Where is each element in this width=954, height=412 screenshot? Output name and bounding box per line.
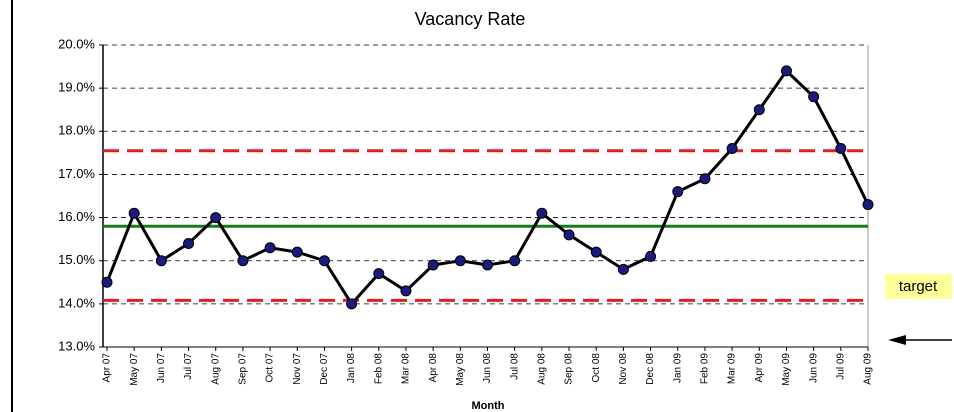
arrow-head — [888, 335, 906, 345]
x-tick-label: Mar 08 — [401, 353, 412, 385]
y-tick-label: 18.0% — [58, 123, 95, 138]
x-tick-label: Oct 07 — [265, 353, 276, 383]
x-tick-label: Feb 08 — [373, 353, 384, 385]
x-tick-label: Dec 07 — [319, 353, 330, 385]
x-tick-label: Apr 08 — [428, 353, 439, 383]
x-tick-label: Sep 07 — [238, 353, 249, 385]
x-tick-label: Sep 08 — [564, 353, 575, 385]
point — [101, 276, 113, 288]
x-tick-label: May 09 — [781, 353, 792, 386]
point — [726, 143, 738, 155]
point — [509, 255, 521, 267]
y-tick-label: 14.0% — [58, 295, 95, 310]
y-tick-label: 16.0% — [58, 209, 95, 224]
x-tick-label: Aug 09 — [863, 353, 874, 385]
x-tick-label: Jan 09 — [672, 353, 683, 383]
point — [563, 229, 575, 241]
point — [155, 255, 167, 267]
point — [617, 263, 629, 275]
x-tick-label: Aug 07 — [210, 353, 221, 385]
point — [400, 285, 412, 297]
annotation: target — [899, 278, 938, 295]
point — [237, 255, 249, 267]
x-tick-label: Nov 08 — [618, 353, 629, 385]
y-tick-label: 13.0% — [58, 338, 95, 353]
x-tick-label: May 07 — [129, 353, 140, 386]
point — [590, 246, 602, 258]
x-tick-label: Jun 08 — [482, 353, 493, 383]
point — [862, 199, 874, 211]
x-tick-label: Jul 09 — [835, 353, 846, 380]
point — [672, 186, 684, 198]
point — [346, 298, 358, 310]
y-tick-label: 20.0% — [58, 36, 95, 51]
x-tick-label: Jan 08 — [346, 353, 357, 383]
x-tick-label: Apr 09 — [754, 353, 765, 383]
x-tick-label: Dec 08 — [645, 353, 656, 385]
point — [427, 259, 439, 271]
x-tick-label: Nov 07 — [292, 353, 303, 385]
point — [318, 255, 330, 267]
y-tick-label: 17.0% — [58, 166, 95, 181]
x-tick-label: Apr 07 — [102, 353, 113, 383]
x-tick-label: Mar 09 — [727, 353, 738, 385]
x-tick-label: Jul 08 — [509, 353, 520, 380]
x-tick-label: Jun 07 — [156, 353, 167, 383]
point — [808, 91, 820, 103]
point — [699, 173, 711, 185]
point — [454, 255, 466, 267]
point — [780, 65, 792, 77]
x-tick-label: Jun 09 — [808, 353, 819, 383]
annotation-box — [885, 274, 952, 299]
point — [835, 143, 847, 155]
point — [536, 207, 548, 219]
point — [753, 104, 765, 116]
point — [210, 212, 222, 224]
point — [645, 250, 657, 262]
x-tick-label: Feb 09 — [700, 353, 711, 385]
point — [128, 207, 140, 219]
x-tick-label: Jul 07 — [183, 353, 194, 380]
point — [373, 268, 385, 280]
point — [291, 246, 303, 258]
point — [264, 242, 276, 254]
x-tick-label: Aug 08 — [536, 353, 547, 385]
x-axis-label: Month — [472, 400, 505, 412]
x-tick-label: May 08 — [455, 353, 466, 386]
y-tick-label: 15.0% — [58, 252, 95, 267]
point — [482, 259, 493, 271]
y-tick-label: 19.0% — [58, 80, 95, 95]
point — [183, 237, 195, 249]
chart-title: Vacancy Rate — [415, 9, 526, 29]
x-tick-label: Oct 08 — [591, 353, 602, 383]
